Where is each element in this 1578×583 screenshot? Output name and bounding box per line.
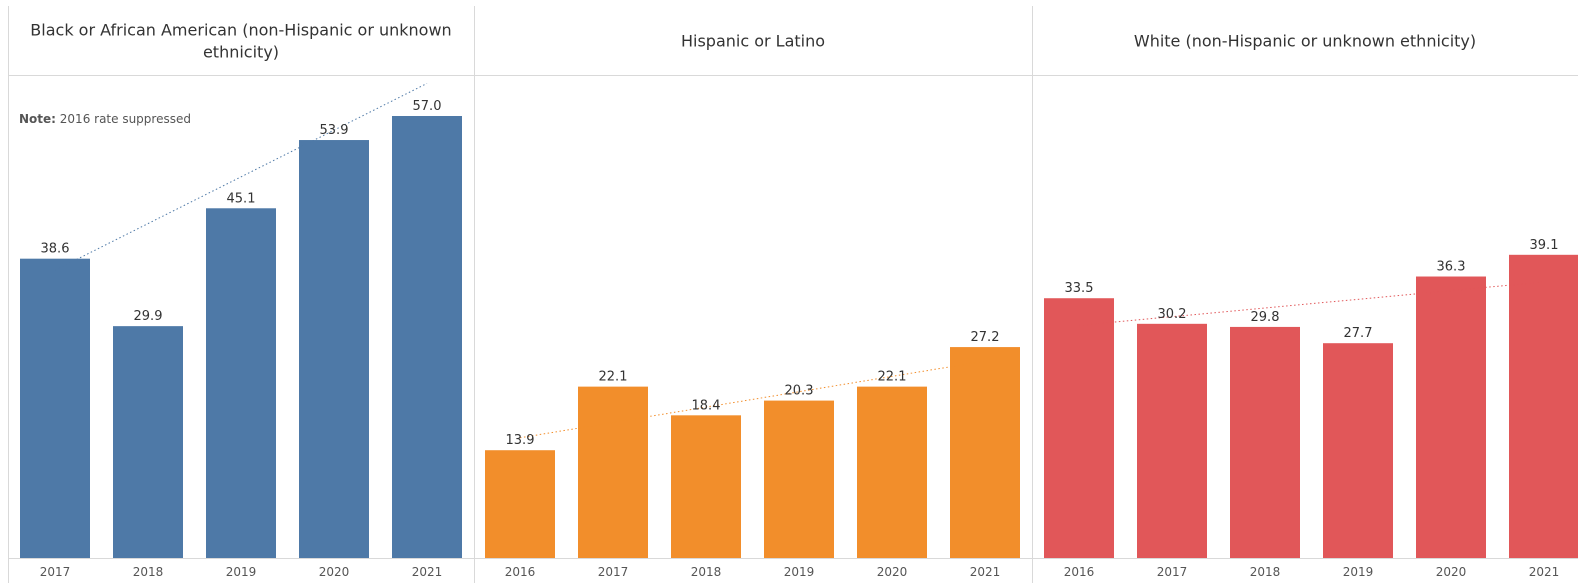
bar-2-2020 [857, 386, 927, 558]
x-tick-1-2021: 2021 [412, 565, 443, 579]
bar-2-2018 [671, 415, 741, 558]
bar-1-2019 [206, 208, 276, 558]
panel-title-1-line-1: Black or African American (non-Hispanic … [30, 21, 451, 40]
x-tick-2-2016: 2016 [505, 565, 536, 579]
bar-1-2020 [299, 140, 369, 559]
bar-2-2016 [485, 450, 555, 558]
bar-2-2021 [950, 347, 1020, 558]
x-tick-3-2017: 2017 [1157, 565, 1188, 579]
x-tick-3-2018: 2018 [1250, 565, 1281, 579]
data-label-2-2017: 22.1 [599, 370, 628, 385]
panel-title-1-line-2: ethnicity) [203, 43, 279, 62]
bar-2-2019 [764, 400, 834, 558]
bar-3-2021 [1509, 254, 1578, 558]
data-label-2-2021: 27.2 [971, 330, 1000, 345]
x-tick-2-2019: 2019 [784, 565, 815, 579]
x-tick-3-2016: 2016 [1064, 565, 1095, 579]
data-label-1-2020: 53.9 [320, 123, 349, 138]
x-tick-1-2019: 2019 [226, 565, 257, 579]
data-label-3-2017: 30.2 [1158, 307, 1187, 322]
bar-2-2017 [578, 386, 648, 558]
x-tick-2-2020: 2020 [877, 565, 908, 579]
data-label-2-2018: 18.4 [692, 398, 721, 413]
bar-3-2016 [1044, 298, 1114, 558]
data-label-1-2019: 45.1 [227, 191, 256, 206]
data-label-1-2021: 57.0 [413, 99, 442, 114]
data-label-2-2019: 20.3 [785, 384, 814, 399]
data-label-3-2020: 36.3 [1437, 260, 1466, 275]
panel-title-2-line-1: Hispanic or Latino [681, 32, 825, 51]
x-tick-2-2017: 2017 [598, 565, 629, 579]
data-label-1-2018: 29.9 [134, 309, 163, 324]
panel-title-3-line-1: White (non-Hispanic or unknown ethnicity… [1134, 32, 1476, 51]
x-tick-3-2019: 2019 [1343, 565, 1374, 579]
x-tick-1-2020: 2020 [319, 565, 350, 579]
bar-3-2017 [1137, 323, 1207, 558]
data-label-2-2016: 13.9 [506, 433, 535, 448]
bar-3-2019 [1323, 343, 1393, 558]
x-tick-1-2018: 2018 [133, 565, 164, 579]
data-label-3-2019: 27.7 [1344, 326, 1373, 341]
data-label-3-2021: 39.1 [1530, 238, 1559, 253]
suppression-note: Note: 2016 rate suppressed [19, 112, 191, 126]
x-tick-1-2017: 2017 [40, 565, 71, 579]
bar-1-2017 [20, 258, 90, 558]
bar-3-2018 [1230, 326, 1300, 558]
note-text: 2016 rate suppressed [56, 112, 191, 126]
data-label-3-2016: 33.5 [1065, 281, 1094, 296]
x-tick-2-2018: 2018 [691, 565, 722, 579]
trend-line-2 [519, 360, 986, 439]
x-tick-3-2021: 2021 [1529, 565, 1560, 579]
x-tick-2-2021: 2021 [970, 565, 1001, 579]
data-label-1-2017: 38.6 [41, 242, 70, 257]
note-label: Note: [19, 112, 56, 126]
data-label-3-2018: 29.8 [1251, 310, 1280, 325]
data-label-2-2020: 22.1 [878, 370, 907, 385]
bar-1-2021 [392, 116, 462, 558]
bar-3-2020 [1416, 276, 1486, 558]
trend-line-1 [54, 82, 428, 271]
trend-line-3 [1078, 281, 1545, 326]
bar-1-2018 [113, 326, 183, 558]
x-tick-3-2020: 2020 [1436, 565, 1467, 579]
